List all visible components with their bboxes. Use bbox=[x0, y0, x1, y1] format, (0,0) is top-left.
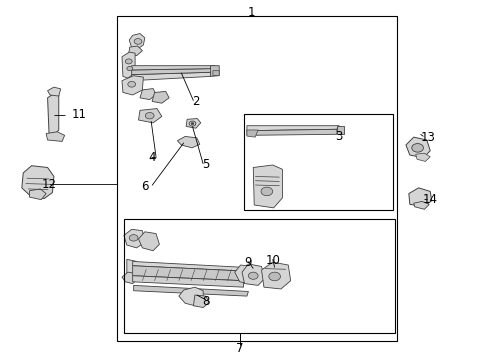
Circle shape bbox=[126, 66, 132, 71]
Bar bbox=[243, 114, 392, 210]
Circle shape bbox=[191, 122, 194, 125]
Text: 12: 12 bbox=[41, 178, 57, 191]
Circle shape bbox=[411, 144, 423, 152]
Text: 4: 4 bbox=[148, 151, 156, 165]
Polygon shape bbox=[122, 272, 138, 284]
Polygon shape bbox=[138, 109, 162, 123]
Polygon shape bbox=[413, 202, 428, 209]
Text: 7: 7 bbox=[235, 342, 243, 355]
Polygon shape bbox=[212, 71, 219, 76]
Text: 9: 9 bbox=[244, 256, 252, 269]
Polygon shape bbox=[152, 91, 169, 103]
Text: 13: 13 bbox=[420, 131, 435, 144]
Polygon shape bbox=[246, 129, 336, 135]
Polygon shape bbox=[186, 118, 201, 128]
Polygon shape bbox=[246, 126, 339, 131]
Circle shape bbox=[127, 81, 135, 87]
Polygon shape bbox=[408, 188, 431, 207]
Polygon shape bbox=[123, 229, 144, 248]
Polygon shape bbox=[415, 153, 429, 161]
Polygon shape bbox=[261, 262, 290, 289]
Text: 10: 10 bbox=[264, 254, 280, 267]
Circle shape bbox=[129, 235, 138, 241]
Polygon shape bbox=[131, 66, 215, 70]
Bar bbox=[117, 16, 396, 342]
Text: 5: 5 bbox=[202, 158, 209, 171]
Polygon shape bbox=[234, 265, 255, 284]
Bar bbox=[123, 219, 394, 333]
Polygon shape bbox=[122, 52, 135, 78]
Polygon shape bbox=[132, 261, 246, 271]
Polygon shape bbox=[47, 94, 59, 135]
Polygon shape bbox=[193, 295, 209, 307]
Polygon shape bbox=[138, 232, 159, 251]
Polygon shape bbox=[128, 46, 142, 56]
Polygon shape bbox=[246, 130, 258, 137]
Text: 6: 6 bbox=[141, 180, 148, 193]
Polygon shape bbox=[132, 266, 244, 281]
Text: 1: 1 bbox=[247, 6, 255, 19]
Polygon shape bbox=[133, 285, 248, 296]
Circle shape bbox=[261, 187, 272, 196]
Circle shape bbox=[268, 272, 280, 281]
Text: 8: 8 bbox=[202, 295, 209, 308]
Circle shape bbox=[145, 112, 154, 119]
Circle shape bbox=[134, 39, 142, 44]
Circle shape bbox=[125, 59, 132, 64]
Circle shape bbox=[248, 272, 258, 279]
Polygon shape bbox=[253, 165, 282, 208]
Polygon shape bbox=[47, 87, 61, 96]
Text: 11: 11 bbox=[72, 108, 86, 121]
Polygon shape bbox=[336, 126, 344, 134]
Text: 14: 14 bbox=[422, 193, 437, 206]
Polygon shape bbox=[122, 76, 143, 95]
Polygon shape bbox=[131, 68, 216, 75]
Polygon shape bbox=[30, 189, 46, 200]
Text: 3: 3 bbox=[335, 130, 342, 143]
Polygon shape bbox=[132, 276, 243, 287]
Polygon shape bbox=[405, 137, 429, 158]
Polygon shape bbox=[129, 33, 144, 50]
Polygon shape bbox=[126, 259, 140, 276]
Polygon shape bbox=[140, 89, 156, 100]
Polygon shape bbox=[210, 66, 219, 76]
Polygon shape bbox=[177, 136, 200, 148]
Polygon shape bbox=[179, 287, 203, 306]
Polygon shape bbox=[131, 72, 216, 81]
Polygon shape bbox=[46, 132, 64, 141]
Polygon shape bbox=[242, 264, 264, 285]
Polygon shape bbox=[22, 166, 54, 199]
Text: 2: 2 bbox=[192, 95, 199, 108]
